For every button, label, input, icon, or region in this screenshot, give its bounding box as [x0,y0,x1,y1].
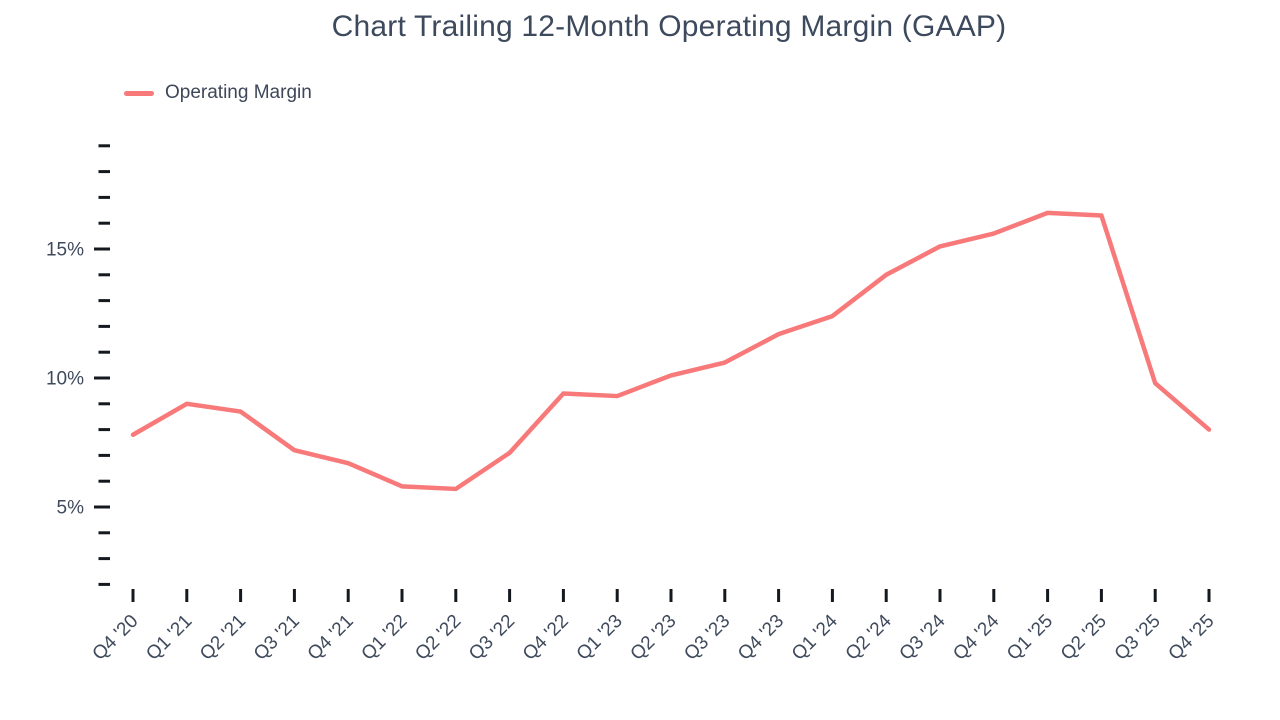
x-axis-tick-label: Q2 '22 [411,611,465,665]
x-axis-tick-label: Q4 '20 [89,611,143,665]
x-axis-tick-label: Q3 '24 [896,610,950,664]
x-axis-tick-label: Q3 '21 [250,611,304,665]
x-axis-tick-label: Q2 '23 [627,611,681,665]
series-line-operating-margin[interactable] [130,210,1212,492]
x-axis-tick-label: Q1 '23 [573,611,627,665]
y-axis-tick-label: 15% [46,240,84,261]
x-axis-tick-label: Q1 '22 [358,611,412,665]
chart-title: Chart Trailing 12-Month Operating Margin… [331,10,1007,43]
x-axis-tick-label: Q2 '25 [1057,611,1111,665]
x-axis-tick-label: Q4 '22 [519,611,573,665]
x-axis-tick-label: Q3 '23 [680,611,734,665]
x-axis-tick-label: Q1 '24 [788,610,842,664]
y-axis-tick-label: 10% [46,369,84,390]
x-axis-tick-label: Q2 '24 [842,610,896,664]
x-axis-tick-label: Q1 '21 [142,611,196,665]
x-axis-tick-label: Q3 '22 [465,611,519,665]
legend: Operating Margin [124,80,312,106]
legend-item-label: Operating Margin [165,82,312,103]
y-axis-tick-label: 5% [57,498,85,519]
x-axis-tick-label: Q3 '25 [1111,611,1165,665]
x-axis-tick-label: Q4 '25 [1165,611,1219,665]
x-axis-tick-label: Q2 '21 [196,611,250,665]
x-axis-tick-label: Q4 '21 [304,611,358,665]
x-axis-tick-label: Q1 '25 [1003,611,1057,665]
legend-line-swatch-icon [124,90,154,96]
x-axis-tick-label: Q4 '23 [734,611,788,665]
x-axis-tick-label: Q4 '24 [949,610,1003,664]
legend-item-operating-margin[interactable]: Operating Margin [124,82,312,104]
